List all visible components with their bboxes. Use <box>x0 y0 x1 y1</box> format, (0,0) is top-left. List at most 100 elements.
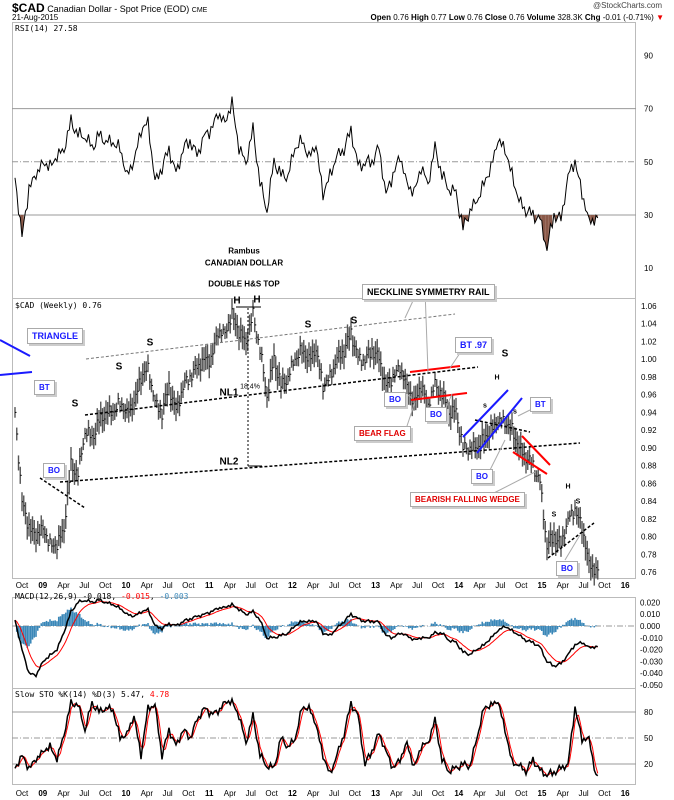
macd-histogram-bar <box>288 623 291 626</box>
x-tick-label: Jul <box>246 789 256 798</box>
x-tick-label: Oct <box>349 789 362 798</box>
macd-histogram-bar <box>73 612 76 626</box>
price-bar <box>350 317 353 341</box>
price-bar <box>322 383 325 400</box>
price-bar <box>178 395 181 417</box>
macd-histogram-bar <box>532 626 534 629</box>
macd-histogram-bar <box>530 626 533 630</box>
macd-histogram-bar <box>232 625 235 626</box>
macd-tick-label: 0.000 <box>640 622 661 631</box>
macd-histogram-bar <box>281 625 284 626</box>
macd-histogram-bar <box>388 626 391 632</box>
macd-histogram-bar <box>50 620 53 626</box>
open-label: Open <box>370 13 391 22</box>
macd-histogram-bar <box>299 619 302 626</box>
macd-histogram-bar <box>364 626 366 629</box>
macd-legend: MACD(12,26,9) -0.018, -0.015, -0.003 <box>15 592 189 601</box>
macd-histogram-bar <box>467 626 470 632</box>
price-bar <box>579 506 582 529</box>
price-tick-label: 1.00 <box>641 355 657 364</box>
price-bar <box>49 533 52 545</box>
rsi-tick-label: 10 <box>644 264 653 273</box>
nl1-label: NL1 <box>219 387 239 399</box>
macd-histogram-bar <box>150 626 153 631</box>
price-tick-label: 0.94 <box>641 408 657 417</box>
x-tick-label: Apr <box>557 789 570 798</box>
macd-histogram-bar <box>136 626 139 627</box>
macd-panel <box>12 597 636 689</box>
price-bar <box>289 367 292 382</box>
macd-histogram-bar <box>316 626 319 628</box>
x-tick-label: Apr <box>141 581 154 590</box>
price-bar <box>455 397 458 420</box>
low-label: Low <box>448 13 465 22</box>
bearish-falling-wedge-callout: BEARISH FALLING WEDGE <box>410 492 525 507</box>
macd-histogram-bar <box>455 626 457 629</box>
x-tick-label: Jul <box>329 789 339 798</box>
macd-histogram-bar <box>337 621 340 626</box>
macd-histogram-bar <box>224 624 226 626</box>
wedge-bottom <box>512 451 548 475</box>
macd-histogram-bar <box>579 619 582 626</box>
macd-histogram-bar <box>554 626 557 633</box>
x-tick-label: Apr <box>473 581 486 590</box>
macd-histogram-bar <box>439 624 442 626</box>
macd-histogram-bar <box>453 626 456 629</box>
macd-histogram-bar <box>101 626 104 627</box>
macd-histogram-bar <box>26 626 29 648</box>
macd-histogram-bar <box>112 626 114 628</box>
sto-tick-label: 20 <box>644 760 653 769</box>
price-tick-label: 1.06 <box>641 302 657 311</box>
macd-histogram-bar <box>521 626 524 631</box>
macd-histogram-bar <box>448 626 450 631</box>
macd-histogram-bar <box>141 624 144 626</box>
high-label: High <box>411 13 429 22</box>
channel-line-2 <box>476 397 523 454</box>
macd-histogram-bar <box>540 626 543 631</box>
macd-histogram-bar <box>495 620 498 626</box>
x-tick-label: Apr <box>307 789 320 798</box>
chart-date: 21-Aug-2015 <box>12 13 59 22</box>
price-tick-label: 0.84 <box>641 497 657 506</box>
x-tick-label: 15 <box>538 581 547 590</box>
x-tick-label: 14 <box>454 789 463 798</box>
price-tick-label: 0.82 <box>641 515 657 524</box>
macd-histogram-bar <box>526 626 529 630</box>
macd-histogram-bar <box>252 624 254 626</box>
shoulder-label: S <box>115 361 123 373</box>
macd-histogram-bar <box>134 626 137 628</box>
macd-histogram-bar <box>458 626 461 633</box>
macd-histogram-bar <box>54 620 57 626</box>
x-tick-label: Oct <box>182 789 195 798</box>
rsi-tick-label: 90 <box>644 51 653 60</box>
callout-pointer <box>489 471 536 496</box>
macd-histogram-bar <box>201 623 204 626</box>
chg-label: Chg <box>584 13 601 22</box>
macd-tick-label: -0.030 <box>640 657 663 666</box>
bear-flag-bottom <box>410 392 468 401</box>
macd-histogram-bar <box>395 626 398 627</box>
sto-tick-label: 50 <box>644 734 653 743</box>
macd-histogram-bar <box>437 625 440 626</box>
x-tick-label: Apr <box>57 789 70 798</box>
pattern-label: DOUBLE H&S TOP <box>208 279 280 289</box>
price-bar <box>460 426 463 443</box>
x-tick-label: Apr <box>224 789 237 798</box>
macd-histogram-bar <box>180 624 183 626</box>
brand-link[interactable]: @StockCharts.com <box>592 1 662 10</box>
macd-histogram-bar <box>47 621 50 626</box>
macd-histogram-bar <box>89 624 92 626</box>
macd-histogram-bar <box>31 626 34 640</box>
price-tick-label: 0.98 <box>641 373 657 382</box>
x-tick-label: 11 <box>205 581 214 590</box>
macd-histogram-bar <box>203 623 205 626</box>
high-value: 0.77 <box>431 13 447 22</box>
macd-line <box>14 598 598 678</box>
macd-tick-label: -0.010 <box>640 634 663 643</box>
macd-histogram-bar <box>255 626 258 631</box>
price-bar <box>77 467 80 486</box>
macd-histogram-bar <box>245 626 247 631</box>
macd-histogram-bar <box>103 626 106 628</box>
rsi-legend: RSI(14) 27.58 <box>15 24 78 33</box>
